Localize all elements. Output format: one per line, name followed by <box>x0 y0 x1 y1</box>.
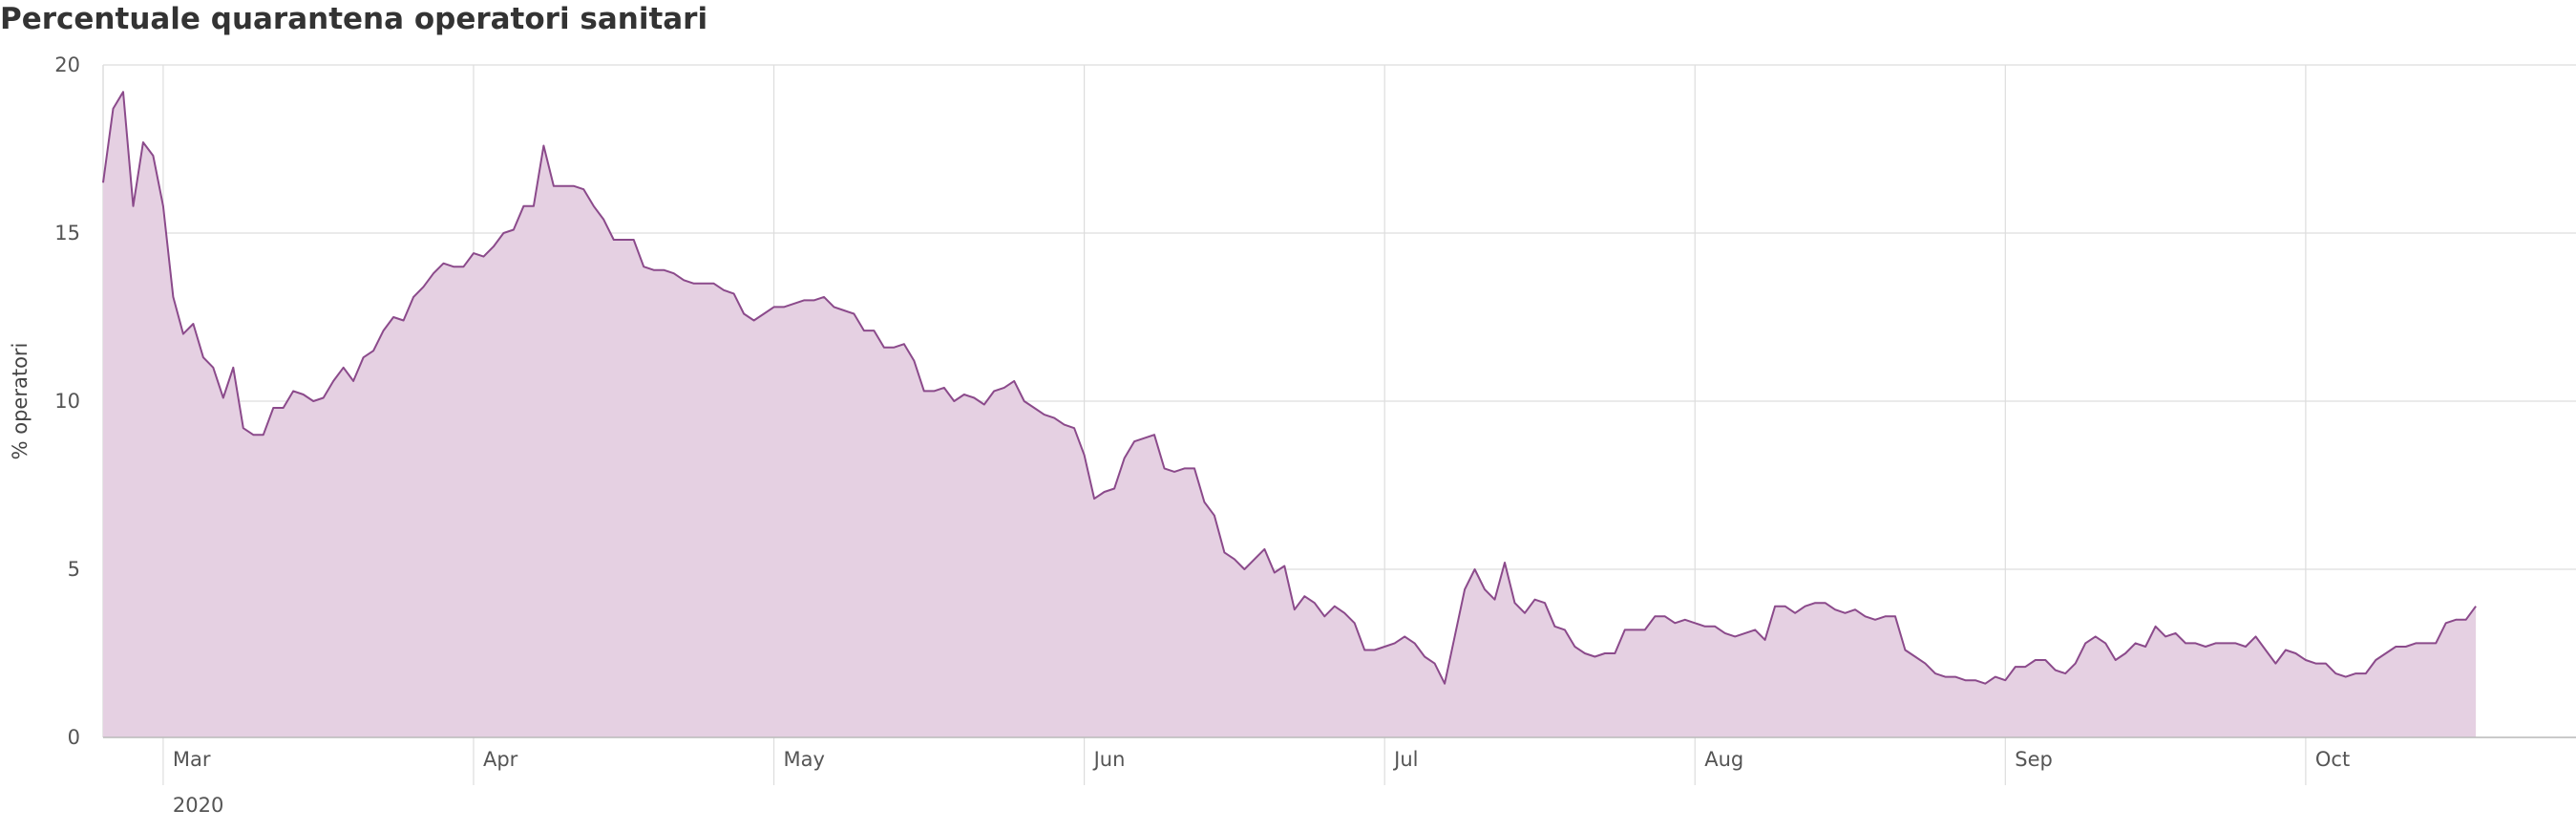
x-tick-label: May <box>784 748 825 771</box>
x-tick-label: Sep <box>2015 748 2053 771</box>
y-axis-label: % operatori <box>9 343 32 460</box>
area-layer <box>102 91 2477 737</box>
x-tick-label: Jul <box>1392 748 1418 771</box>
chart-title: Percentuale quarantena operatori sanitar… <box>0 2 708 36</box>
x-tick-label: Mar <box>173 748 211 771</box>
year-label: 2020 <box>173 794 223 817</box>
axis-layer: 0 5 10 15 20 Mar Apr May Jun Jul Aug Sep Oct 2020 <box>54 53 2576 817</box>
y-tick-label: 10 <box>54 390 80 413</box>
x-tick-label: Jun <box>1092 748 1126 771</box>
y-tick-label: 0 <box>68 726 80 749</box>
x-tick-label: Apr <box>483 748 518 771</box>
y-tick-label: 20 <box>54 53 80 76</box>
x-tick-label: Aug <box>1704 748 1743 771</box>
series-area <box>103 92 2477 737</box>
y-tick-label: 5 <box>68 558 80 581</box>
y-tick-label: 15 <box>54 222 80 245</box>
series-line <box>102 91 2477 685</box>
x-tick-label: Oct <box>2315 748 2350 771</box>
